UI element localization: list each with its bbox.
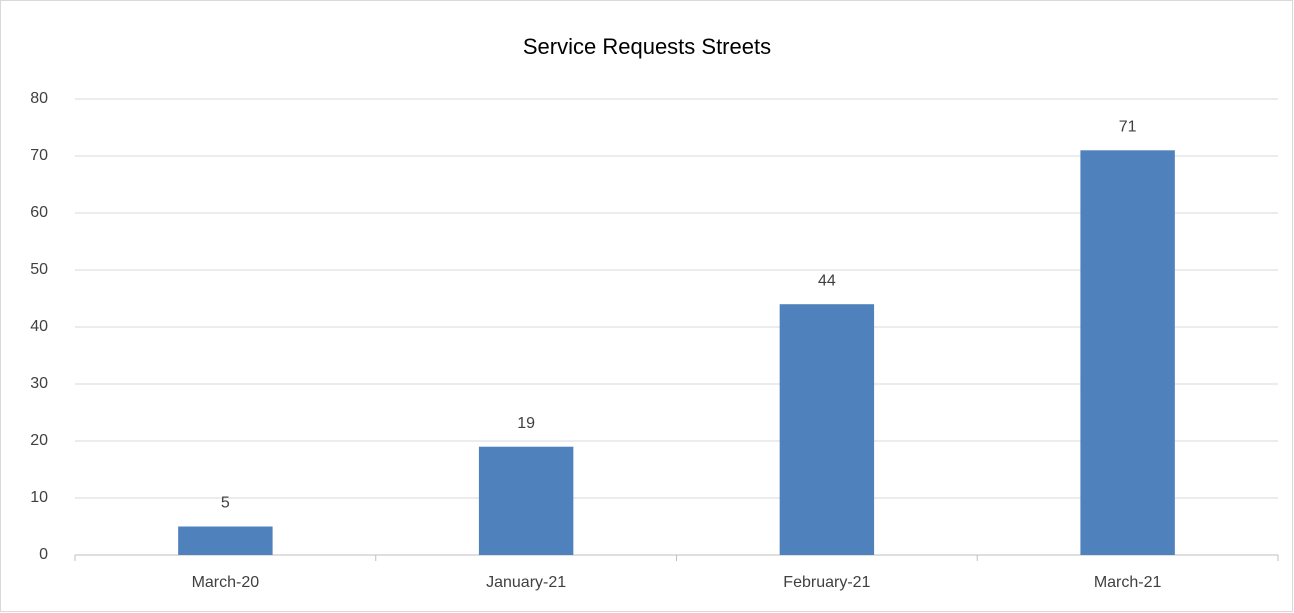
- y-tick-label: 80: [30, 90, 48, 107]
- chart-title: Service Requests Streets: [523, 34, 771, 59]
- y-tick-label: 70: [30, 147, 48, 164]
- bar: [779, 304, 875, 555]
- x-tick-label: February-21: [783, 574, 870, 591]
- y-tick-label: 20: [30, 432, 48, 449]
- data-label: 5: [221, 495, 230, 512]
- bar: [178, 526, 273, 555]
- y-tick-label: 0: [39, 546, 48, 563]
- x-tick-label: March-20: [192, 574, 260, 591]
- bar: [1080, 150, 1175, 556]
- data-label: 71: [1119, 119, 1137, 136]
- y-tick-label: 10: [30, 489, 48, 506]
- data-label: 44: [818, 272, 836, 289]
- y-tick-label: 40: [30, 318, 48, 335]
- y-tick-label: 30: [30, 375, 48, 392]
- bar: [478, 446, 574, 555]
- x-tick-label: January-21: [486, 574, 566, 591]
- y-tick-label: 50: [30, 261, 48, 278]
- y-tick-label: 60: [30, 204, 48, 221]
- data-label: 19: [517, 415, 535, 432]
- x-tick-label: March-21: [1094, 574, 1162, 591]
